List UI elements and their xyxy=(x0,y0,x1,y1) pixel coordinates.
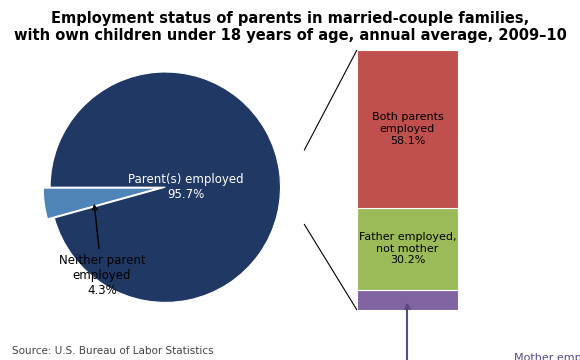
Text: Mother employed,
not father
7.4%: Mother employed, not father 7.4% xyxy=(405,305,580,360)
Text: Parent(s) employed
95.7%: Parent(s) employed 95.7% xyxy=(128,173,244,201)
Text: Employment status of parents in married-couple families,
with own children under: Employment status of parents in married-… xyxy=(13,11,567,43)
Bar xyxy=(357,208,458,289)
Text: Both parents
employed
58.1%: Both parents employed 58.1% xyxy=(372,112,443,146)
Bar xyxy=(357,289,458,310)
Text: Source: U.S. Bureau of Labor Statistics: Source: U.S. Bureau of Labor Statistics xyxy=(12,346,213,356)
Text: Father employed,
not mother
30.2%: Father employed, not mother 30.2% xyxy=(358,232,456,265)
Text: Neither parent
employed
4.3%: Neither parent employed 4.3% xyxy=(59,205,145,297)
Wedge shape xyxy=(50,72,281,302)
Wedge shape xyxy=(44,188,158,219)
Bar xyxy=(357,50,458,208)
